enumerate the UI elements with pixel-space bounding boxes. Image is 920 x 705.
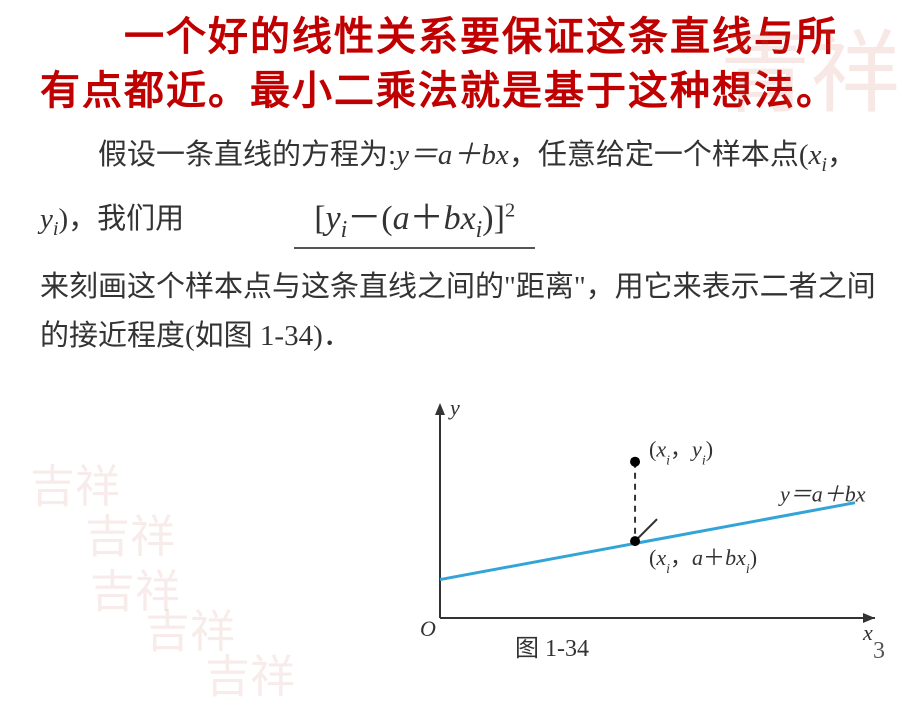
page-number: 3 <box>873 638 885 665</box>
title-line-2: 有点都近。最小二乘法就是基于这种想法。 <box>0 64 920 126</box>
f-a: a <box>393 200 410 237</box>
watermark-3: 吉祥 <box>90 555 180 620</box>
watermark-2: 吉祥 <box>85 500 175 565</box>
equation-inline: y＝a＋bx <box>396 139 509 171</box>
graph-figure: Ox y (xi，yi) (xi，a＋bxi) y＝a＋bx 图 1-34 <box>395 393 885 663</box>
graph-svg: Ox y (xi，yi) (xi，a＋bxi) y＝a＋bx <box>395 393 885 653</box>
svg-text:y＝a＋bx: y＝a＋bx <box>778 482 866 507</box>
graph-caption: 图 1-34 <box>515 628 589 663</box>
svg-text:y: y <box>448 395 460 420</box>
yi-label: yi)，我们用 <box>40 195 184 241</box>
para1-end: )，我们用 <box>59 203 185 235</box>
f-sq: 2 <box>505 200 515 222</box>
svg-text:(xi，a＋bxi): (xi，a＋bxi) <box>649 545 757 577</box>
watermark-1: 吉祥 <box>30 450 120 515</box>
para1-prefix: 假设一条直线的方程为: <box>98 139 396 171</box>
main-formula: [yi－(a＋bxi)]2 <box>294 187 535 249</box>
f-open: [ <box>314 200 325 237</box>
f-y: y <box>326 200 341 237</box>
paragraph-2: 来刻画这个样本点与这条直线之间的"距离"，用它来表示二者之间的接近程度(如图 1… <box>0 249 920 367</box>
f-minus: －( <box>347 200 392 237</box>
f-b: bx <box>444 200 476 237</box>
title-line-1: 一个好的线性关系要保证这条直线与所 <box>0 0 920 64</box>
f-close: )] <box>482 200 505 237</box>
f-plus: ＋ <box>410 200 444 237</box>
watermark-4: 吉祥 <box>145 595 235 660</box>
paragraph-1: 假设一条直线的方程为:y＝a＋bx，任意给定一个样本点(xi， <box>0 126 920 187</box>
xi-x: x <box>808 139 821 171</box>
svg-text:(xi，yi): (xi，yi) <box>649 437 713 469</box>
watermark-5: 吉祥 <box>205 640 295 705</box>
svg-text:O: O <box>420 616 436 641</box>
yi-y: y <box>40 203 53 235</box>
sample-sep: ， <box>827 139 856 171</box>
svg-text:x: x <box>862 620 873 645</box>
formula-row: yi)，我们用 [yi－(a＋bxi)]2 <box>0 187 920 249</box>
para1-mid: ，任意给定一个样本点( <box>509 139 809 171</box>
